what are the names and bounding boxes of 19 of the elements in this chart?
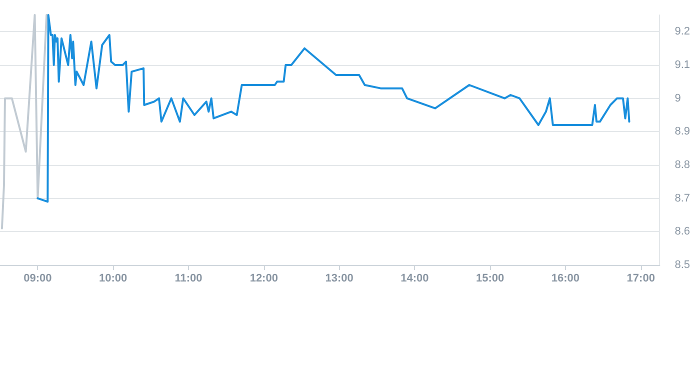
y-tick-label: 8.9	[674, 126, 690, 138]
y-tick-label: 9.1	[674, 59, 690, 71]
x-tick-label: 10:00	[99, 272, 128, 284]
x-tick-label: 17:00	[626, 272, 655, 284]
y-tick-label: 9.2	[674, 26, 690, 38]
line-series	[36, 14, 630, 203]
y-tick-label: 8.6	[674, 226, 690, 238]
y-tick-label: 8.8	[674, 159, 690, 171]
line-series	[0, 14, 48, 230]
y-tick-label: 8.5	[674, 259, 690, 271]
y-tick-label: 9	[674, 92, 681, 104]
x-tick-label: 16:00	[551, 272, 580, 284]
y-tick-label: 8.7	[674, 192, 690, 204]
x-tick-label: 14:00	[400, 272, 429, 284]
x-tick-label: 09:00	[24, 272, 52, 284]
x-tick-label: 11:00	[174, 272, 202, 284]
x-tick-label: 12:00	[250, 272, 278, 284]
x-tick-label: 13:00	[325, 272, 354, 284]
x-tick-label: 15:00	[476, 272, 504, 284]
